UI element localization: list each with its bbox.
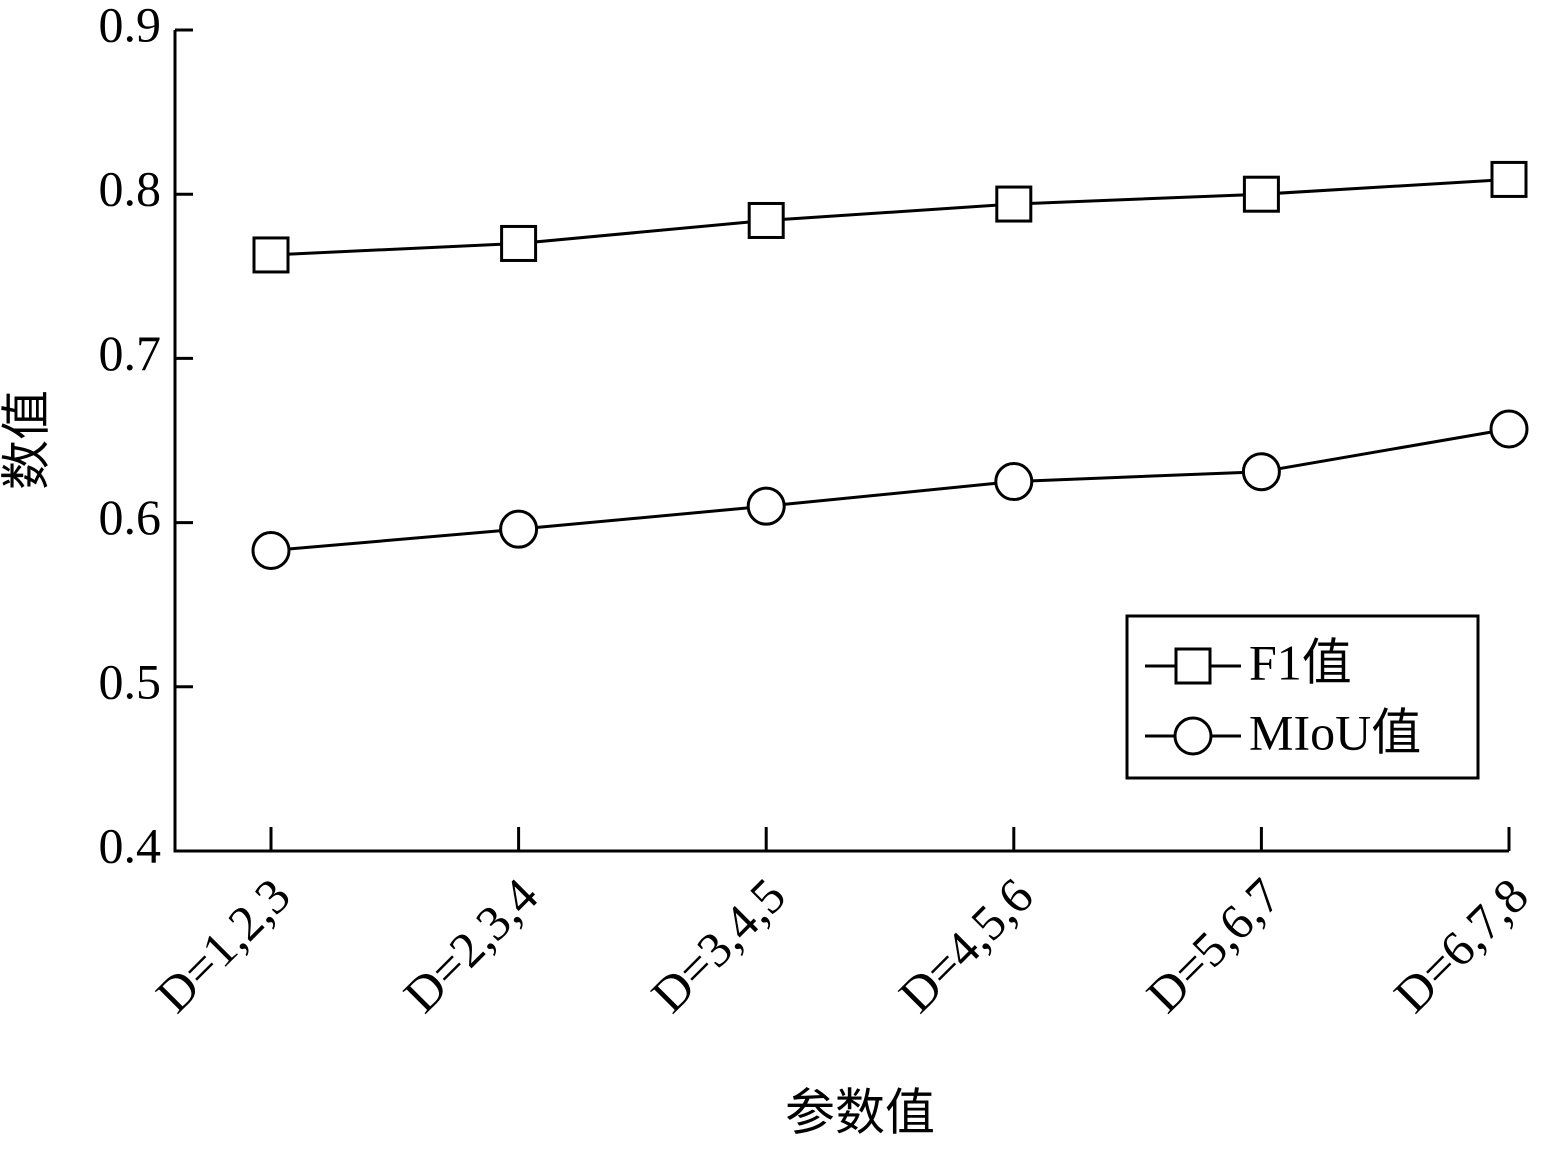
point-marker (1241, 452, 1281, 492)
point-marker (1490, 160, 1528, 198)
y-tick-label: 0.6 (99, 489, 162, 545)
point-marker (251, 531, 291, 571)
point-marker (746, 486, 786, 526)
legend-marker (1174, 647, 1212, 685)
y-tick-label: 0.7 (99, 325, 162, 381)
y-axis-label: 数值 (0, 390, 54, 490)
y-tick-label: 0.8 (99, 161, 162, 217)
point-marker (1242, 175, 1280, 213)
y-tick-label: 0.4 (99, 817, 162, 873)
legend-label: F1值 (1249, 634, 1352, 690)
x-axis-label: 参数值 (785, 1084, 935, 1140)
legend-marker (1173, 716, 1213, 756)
x-tick-label: D=6,7,8 (1383, 867, 1539, 1023)
x-tick-label: D=2,3,4 (393, 867, 549, 1023)
x-tick-label: D=1,2,3 (145, 867, 301, 1023)
legend-label: MIoU值 (1249, 704, 1421, 760)
point-marker (500, 224, 538, 262)
series-line (270, 427, 1510, 553)
point-marker (499, 509, 539, 549)
x-tick-label: D=3,4,5 (640, 867, 796, 1023)
y-tick-label: 0.9 (99, 0, 162, 52)
point-marker (252, 236, 290, 274)
y-tick-label: 0.5 (99, 653, 162, 709)
point-marker (1489, 409, 1529, 449)
x-tick-label: D=5,6,7 (1136, 867, 1292, 1023)
series-line (270, 177, 1510, 257)
point-marker (995, 185, 1033, 223)
point-marker (994, 462, 1034, 502)
x-tick-label: D=4,5,6 (888, 867, 1044, 1023)
point-marker (747, 201, 785, 239)
